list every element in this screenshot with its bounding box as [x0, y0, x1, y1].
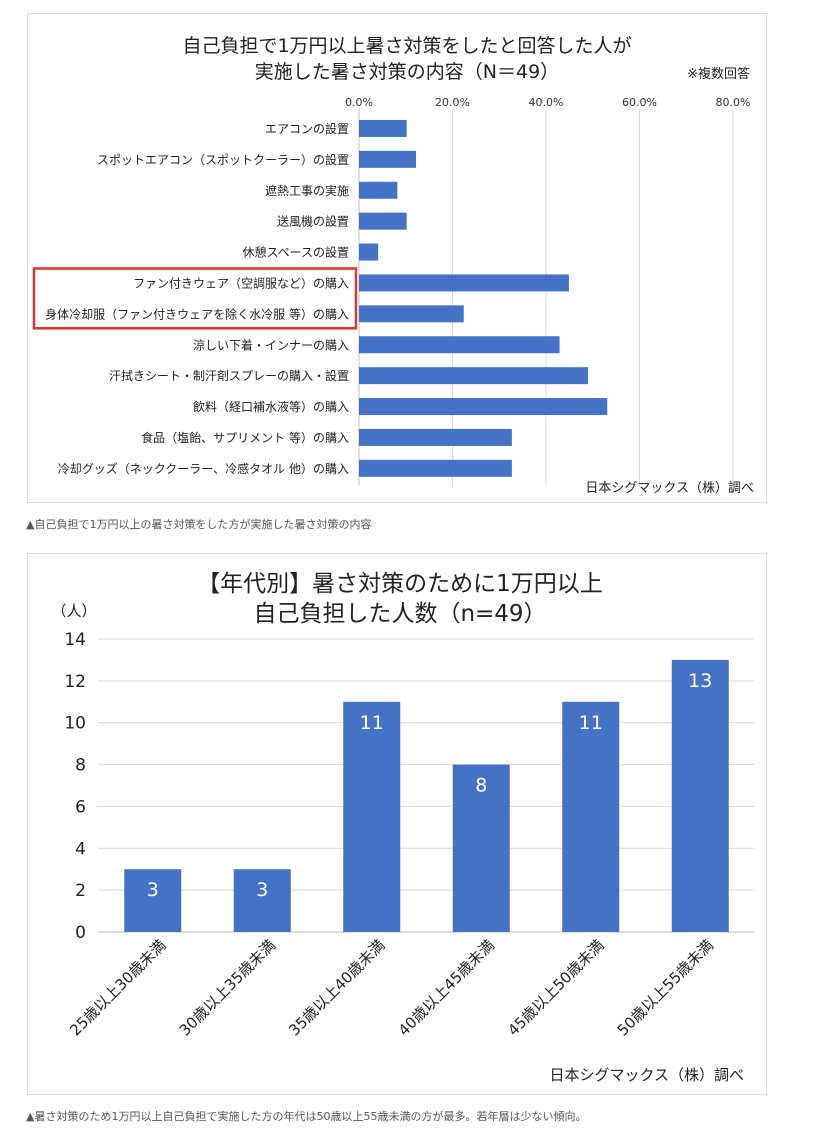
chart-2-data-label: 8 [475, 775, 487, 797]
chart-2-data-label: 11 [579, 712, 603, 734]
chart-1-bar [359, 367, 589, 385]
chart-1-title-line-2: 実施した暑さ対策の内容（N＝49） [255, 61, 559, 83]
chart-2-data-label: 3 [256, 879, 268, 901]
chart-2-svg: 【年代別】暑さ対策のために1万円以上 自己負担した人数（n=49） （人） 02… [51, 571, 755, 1084]
chart-1-bar [359, 119, 407, 137]
chart-1-highlight-box [32, 267, 358, 330]
chart-1-bar [359, 428, 512, 446]
chart-1-note: ※複数回答 [687, 66, 750, 82]
chart-1-category-label: スポットエアコン（スポットクーラー）の設置 [97, 152, 349, 167]
chart-1-category-label: 遮熱工事の実施 [265, 183, 349, 198]
chart-2-y-tick-label: 10 [64, 714, 86, 734]
chart-1-panel: 自己負担で1万円以上暑さ対策をしたと回答した人が 実施した暑さ対策の内容（N＝4… [27, 13, 767, 503]
chart-1-bar [359, 336, 560, 354]
chart-2-data-label: 13 [688, 670, 712, 692]
chart-1-bar [359, 274, 569, 292]
chart-1-category-label: 休憩スペースの設置 [242, 245, 349, 260]
chart-1-svg: 自己負担で1万円以上暑さ対策をしたと回答した人が 実施した暑さ対策の内容（N＝4… [32, 35, 754, 496]
chart-2-category-label: 30歳以上35歳未満 [176, 936, 279, 1039]
chart-2-category-label: 35歳以上40歳未満 [285, 936, 388, 1039]
chart-1-bar [359, 150, 417, 168]
chart-2-title-line-2: 自己負担した人数（n=49） [253, 601, 546, 627]
chart-1-bar [359, 181, 398, 199]
chart-2-y-tick-label: 6 [75, 797, 86, 817]
chart-2-y-tick-label: 0 [75, 923, 86, 943]
chart-1-category-label: ファン付きウェア（空調服など）の購入 [133, 276, 349, 290]
chart-2-category-label: 25歳以上30歳未満 [66, 936, 169, 1039]
chart-1-x-tick-label: 0.0% [345, 96, 373, 109]
chart-1-bar [359, 459, 512, 477]
chart-2-unit-label: （人） [51, 602, 96, 620]
chart-1-x-tick-label: 80.0% [716, 96, 751, 109]
chart-2-bar [452, 764, 510, 932]
chart-2-category-label: 45歳以上50歳未満 [504, 936, 607, 1039]
chart-2-title-line-1: 【年代別】暑さ対策のために1万円以上 [197, 571, 603, 597]
chart-1-category-label: 汗拭きシート・制汗剤スプレーの購入・設置 [109, 368, 349, 383]
chart-1-bar [359, 243, 379, 261]
chart-2-bar [671, 659, 729, 932]
chart-2-caption: ▲暑さ対策のため1万円以上自己負担で実施した方の年代は50歳以上55歳未満の方が… [26, 1110, 587, 1123]
chart-2-category-label: 40歳以上45歳未満 [395, 936, 498, 1039]
chart-2-bar [343, 701, 401, 932]
chart-2-category-label: 50歳以上55歳未満 [614, 936, 717, 1039]
chart-2-bar [124, 869, 182, 932]
chart-1-category-label: 身体冷却服（ファン付きウェアを除く水冷服 等）の購入 [45, 306, 349, 321]
chart-2-data-label: 11 [360, 712, 384, 734]
chart-2-y-tick-label: 12 [64, 672, 86, 692]
chart-1-x-tick-label: 20.0% [435, 96, 470, 109]
chart-2-y-tick-label: 8 [75, 756, 86, 776]
chart-1-category-label: 涼しい下着・インナーの購入 [193, 337, 349, 352]
chart-1-x-tick-label: 60.0% [622, 96, 657, 109]
chart-1-category-label: 飲料（経口補水液等）の購入 [193, 399, 349, 414]
chart-1-bar [359, 305, 464, 323]
chart-1-bar [359, 398, 608, 416]
chart-1-caption: ▲自己負担で1万円以上の暑さ対策をした方が実施した暑さ対策の内容 [26, 518, 372, 531]
chart-1-title-line-1: 自己負担で1万円以上暑さ対策をしたと回答した人が [182, 35, 631, 57]
chart-2-bar [233, 869, 291, 932]
chart-2-y-tick-label: 14 [64, 630, 86, 650]
chart-1-source: 日本シグマックス（株）調べ [585, 481, 754, 496]
chart-2-source: 日本シグマックス（株）調べ [549, 1066, 744, 1084]
chart-1-x-tick-label: 40.0% [529, 96, 564, 109]
chart-1-category-label: 送風機の設置 [277, 214, 349, 229]
chart-2-y-tick-label: 2 [75, 881, 86, 901]
chart-2-data-label: 3 [147, 879, 159, 901]
chart-2-y-tick-label: 4 [75, 839, 86, 859]
chart-1-category-label: エアコンの設置 [265, 121, 349, 136]
chart-1-category-label: 冷却グッズ（ネッククーラー、冷感タオル 他）の購入 [58, 461, 349, 476]
chart-2-bar [562, 701, 620, 932]
chart-1-category-label: 食品（塩飴、サプリメント 等）の購入 [141, 430, 349, 445]
chart-1-bar [359, 212, 407, 230]
